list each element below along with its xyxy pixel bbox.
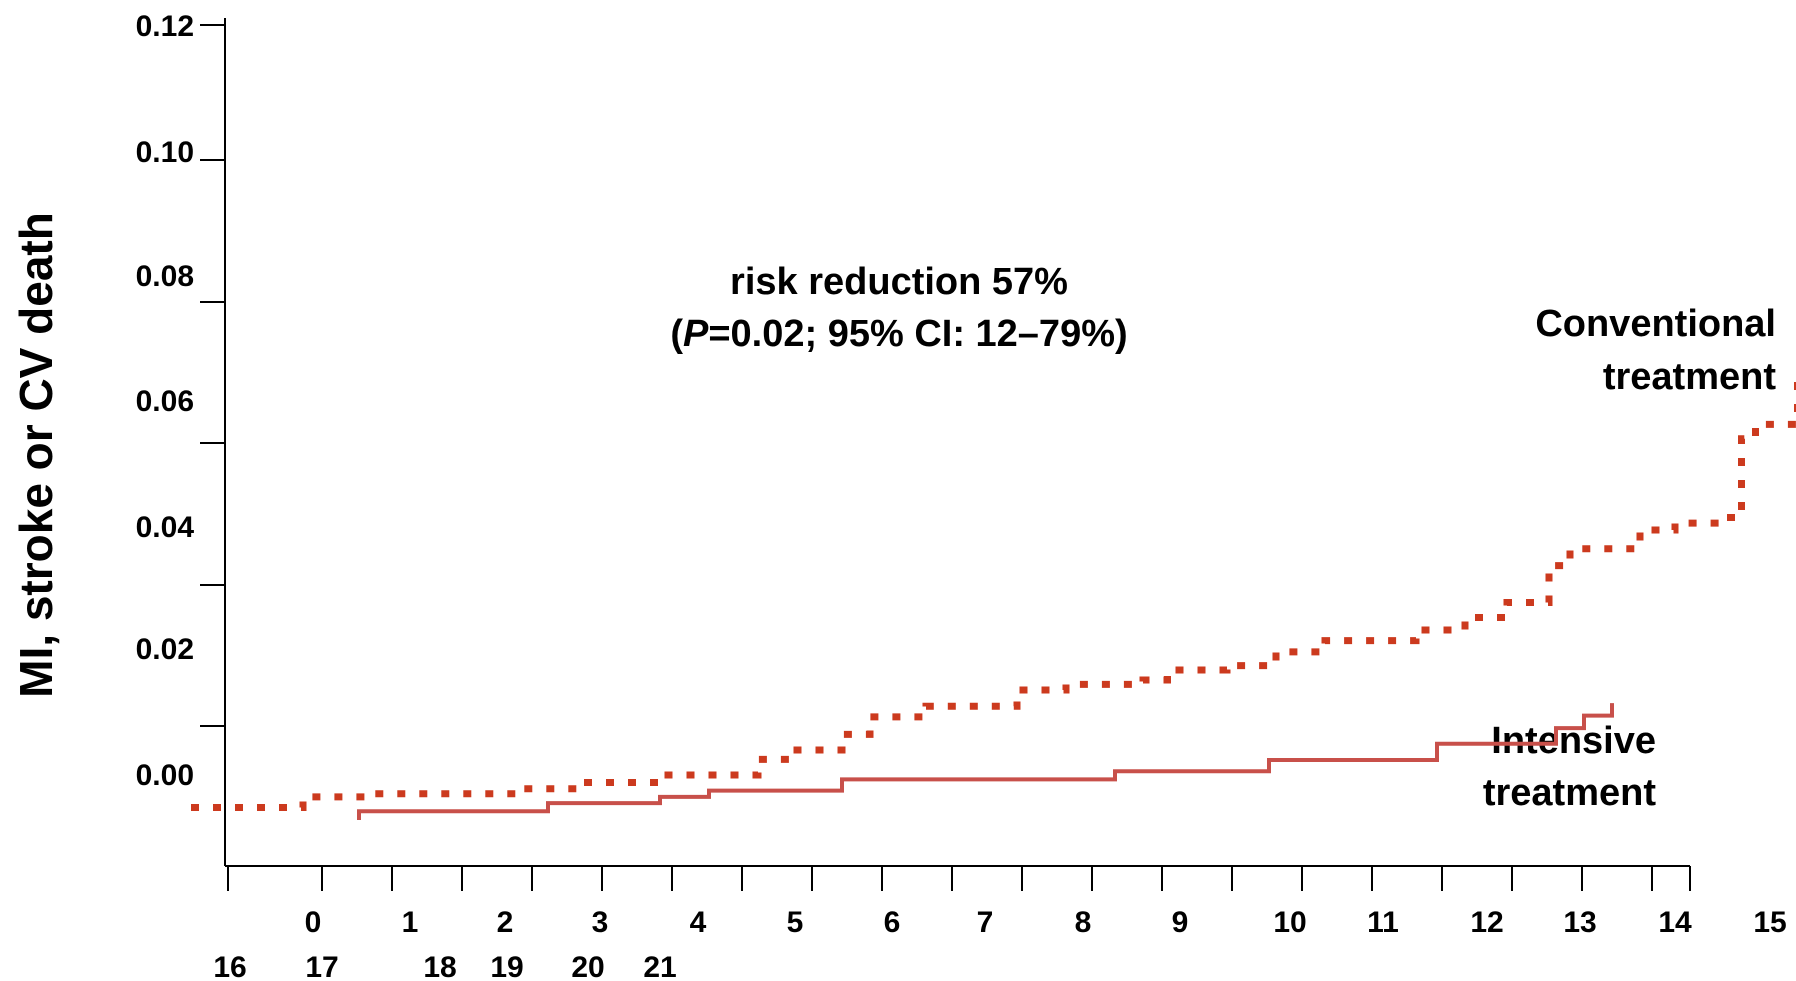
y-tick-label: 0.12 <box>136 10 194 43</box>
intensive-label-line2: treatment <box>1483 772 1656 814</box>
x-tick-label: 9 <box>1172 906 1189 939</box>
x-tick-label-row2: 19 <box>490 951 523 981</box>
x-tick-label-row2: 20 <box>571 951 604 981</box>
x-tick-label: 15 <box>1753 906 1786 939</box>
x-tick-label-row2: 16 <box>213 951 246 981</box>
y-tick-label: 0.04 <box>136 511 195 544</box>
x-tick-label: 13 <box>1563 906 1596 939</box>
x-tick-label: 14 <box>1658 906 1692 939</box>
x-tick-label: 0 <box>305 906 322 939</box>
y-tick-label: 0.02 <box>136 633 194 666</box>
conventional-label-line2: treatment <box>1603 356 1776 398</box>
x-tick-label: 10 <box>1273 906 1306 939</box>
x-tick-label: 12 <box>1470 906 1503 939</box>
x-tick-label: 5 <box>787 906 804 939</box>
x-tick-label: 1 <box>402 906 419 939</box>
x-tick-label: 4 <box>690 906 707 939</box>
y-ticks: 0.12 0.10 0.08 0.06 0.04 0.02 0.00 <box>136 10 225 792</box>
x-tick-label: 11 <box>1367 906 1399 939</box>
x-tick-label: 3 <box>592 906 609 939</box>
p-value-text: =0.02; 95% CI: 12–79%) <box>708 313 1127 355</box>
y-tick-label: 0.00 <box>136 759 194 792</box>
risk-reduction-annotation: risk reduction 57% <box>730 261 1068 303</box>
conventional-series-line <box>191 372 1796 811</box>
p-label: P <box>683 313 709 355</box>
y-tick-label: 0.08 <box>136 260 194 293</box>
y-axis-title: MI, stroke or CV death <box>10 212 62 698</box>
p-open-paren: ( <box>670 313 683 355</box>
y-tick-label: 0.06 <box>136 385 194 418</box>
x-tick-label: 7 <box>977 906 994 939</box>
y-tick-label: 0.10 <box>136 136 194 169</box>
x-tick-label: 2 <box>497 906 514 939</box>
x-tick-label: 6 <box>884 906 901 939</box>
p-value-annotation: (P=0.02; 95% CI: 12–79%) <box>670 313 1127 355</box>
series-layer <box>191 372 1796 820</box>
conventional-label-line1: Conventional <box>1535 303 1776 345</box>
x-tick-label-row2: 17 <box>305 951 338 981</box>
intensive-series-line <box>357 703 1614 820</box>
x-tick-label-row2: 18 <box>423 951 456 981</box>
x-tick-label-row2: 21 <box>643 951 676 981</box>
x-tick-label: 8 <box>1075 906 1092 939</box>
